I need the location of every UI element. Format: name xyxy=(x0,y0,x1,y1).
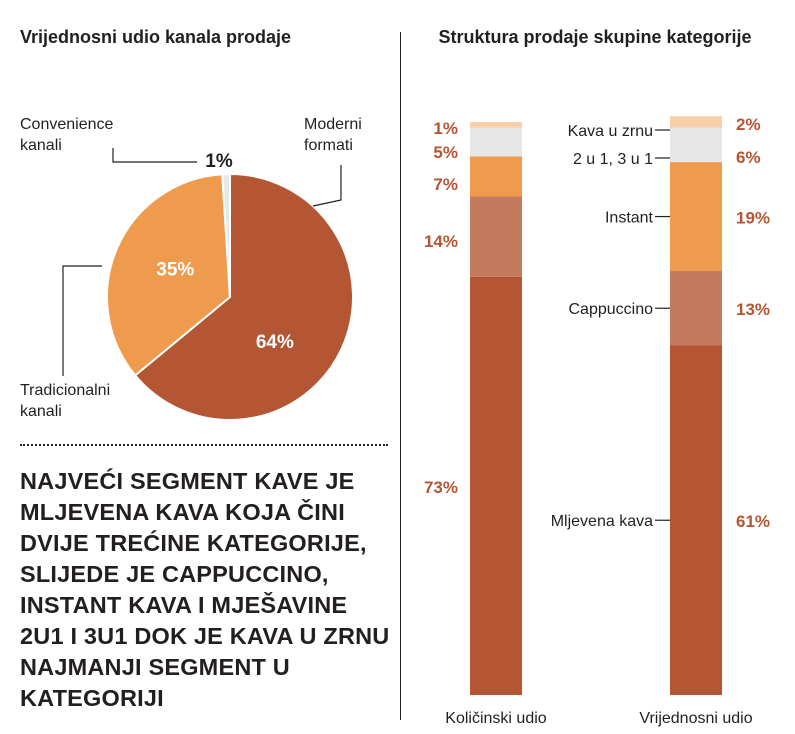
pie-slice-2 xyxy=(106,173,232,377)
pie-category-label-3b: kanali xyxy=(20,137,62,154)
series-label-instant: Instant xyxy=(605,210,654,227)
bar-segment-2-instant xyxy=(670,162,722,271)
vertical-divider xyxy=(400,32,401,720)
series-label-mix: 2 u 1, 3 u 1 xyxy=(573,151,653,168)
bar2-value-label-zrno: 2% xyxy=(736,115,761,134)
pie-value-label-3: 1% xyxy=(205,151,233,172)
bar-segment-2-mix xyxy=(670,127,722,163)
headline-text: NAJVEĆI SEGMENT KAVE JE MLJEVENA KAVA KO… xyxy=(20,468,390,711)
pie-leader-line-1 xyxy=(312,165,342,207)
pie-value-label-1: 64% xyxy=(256,332,294,353)
pie-category-label-2b: kanali xyxy=(20,403,62,420)
pie-category-label-2a: Tradicionalni xyxy=(20,382,110,399)
series-label-mljevena: Mljevena kava xyxy=(551,513,653,530)
pie-category-label-1a: Moderni xyxy=(304,116,362,133)
bar2-value-label-mljevena: 61% xyxy=(736,512,770,531)
bar-segment-2-mljevena xyxy=(670,345,722,695)
bar-category-label-1: Količinski udio xyxy=(445,710,546,727)
bar-segment-1-mix xyxy=(470,127,522,157)
bar1-value-label-zrno: 1% xyxy=(433,119,458,138)
bar-segment-2-cappuccino xyxy=(670,270,722,346)
bar1-value-label-instant: 7% xyxy=(433,175,458,194)
bar-segment-1-zrno xyxy=(470,122,522,128)
pie-chart-title: Vrijednosni udio kanala prodaje xyxy=(20,27,292,47)
dotted-divider xyxy=(20,444,388,446)
bar2-value-label-mix: 6% xyxy=(736,148,761,167)
pie-value-label-2: 35% xyxy=(156,260,194,281)
pie-slice-1 xyxy=(133,172,355,421)
bar-segment-1-mljevena xyxy=(470,276,522,695)
bar1-value-label-mix: 5% xyxy=(433,143,458,162)
bar-segment-1-cappuccino xyxy=(470,196,522,277)
bar2-value-label-instant: 19% xyxy=(736,209,770,228)
pie-category-label-1b: formati xyxy=(304,137,353,154)
pie-slice-3 xyxy=(221,172,231,298)
pie-leader-line-2 xyxy=(62,265,102,376)
bar-segment-2-zrno xyxy=(670,116,722,128)
bar-segment-1-instant xyxy=(470,156,522,197)
bar2-value-label-cappuccino: 13% xyxy=(736,300,770,319)
pie-leader-line-3 xyxy=(112,148,197,163)
series-label-cappuccino: Cappuccino xyxy=(569,301,654,318)
bar1-value-label-mljevena: 73% xyxy=(424,478,458,497)
series-label-zrno: Kava u zrnu xyxy=(568,123,653,140)
bar1-value-label-cappuccino: 14% xyxy=(424,232,458,251)
bar-category-label-2: Vrijednosni udio xyxy=(639,710,752,727)
pie-category-label-3a: Convenience xyxy=(20,116,114,133)
bar-chart-title: Struktura prodaje skupine kategorije xyxy=(438,27,752,47)
